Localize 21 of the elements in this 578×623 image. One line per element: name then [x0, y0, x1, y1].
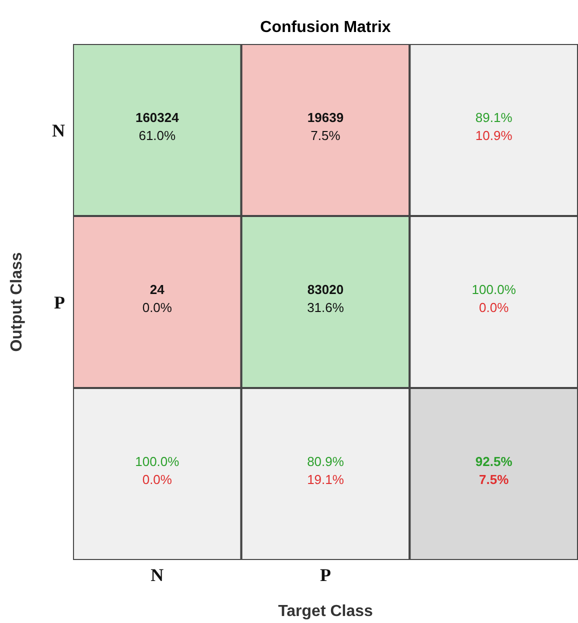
data-label: 92.5%	[475, 454, 513, 469]
annotation: 61.0%	[138, 128, 176, 143]
data-label: 100.0%	[135, 454, 180, 469]
data-label: 24	[150, 282, 166, 297]
data-label: 160324	[135, 110, 180, 125]
annotation: 10.9%	[475, 128, 513, 143]
x-axis-title: Target Class	[278, 603, 374, 620]
annotation: 0.0%	[142, 472, 172, 487]
data-label: 19639	[307, 110, 344, 125]
annotation: 19.1%	[307, 472, 344, 487]
chart-title: Confusion Matrix	[260, 19, 391, 36]
annotation: 7.5%	[479, 472, 510, 487]
y-axis-title: Output Class	[8, 252, 26, 352]
annotation: 0.0%	[479, 300, 510, 315]
annotation: 0.0%	[142, 300, 172, 315]
data-label: 89.1%	[475, 110, 513, 125]
annotation: 31.6%	[307, 300, 344, 315]
data-label: 80.9%	[307, 454, 344, 469]
data-label: 100.0%	[472, 282, 516, 297]
data-label: 83020	[307, 282, 344, 297]
annotation: 7.5%	[310, 128, 341, 143]
